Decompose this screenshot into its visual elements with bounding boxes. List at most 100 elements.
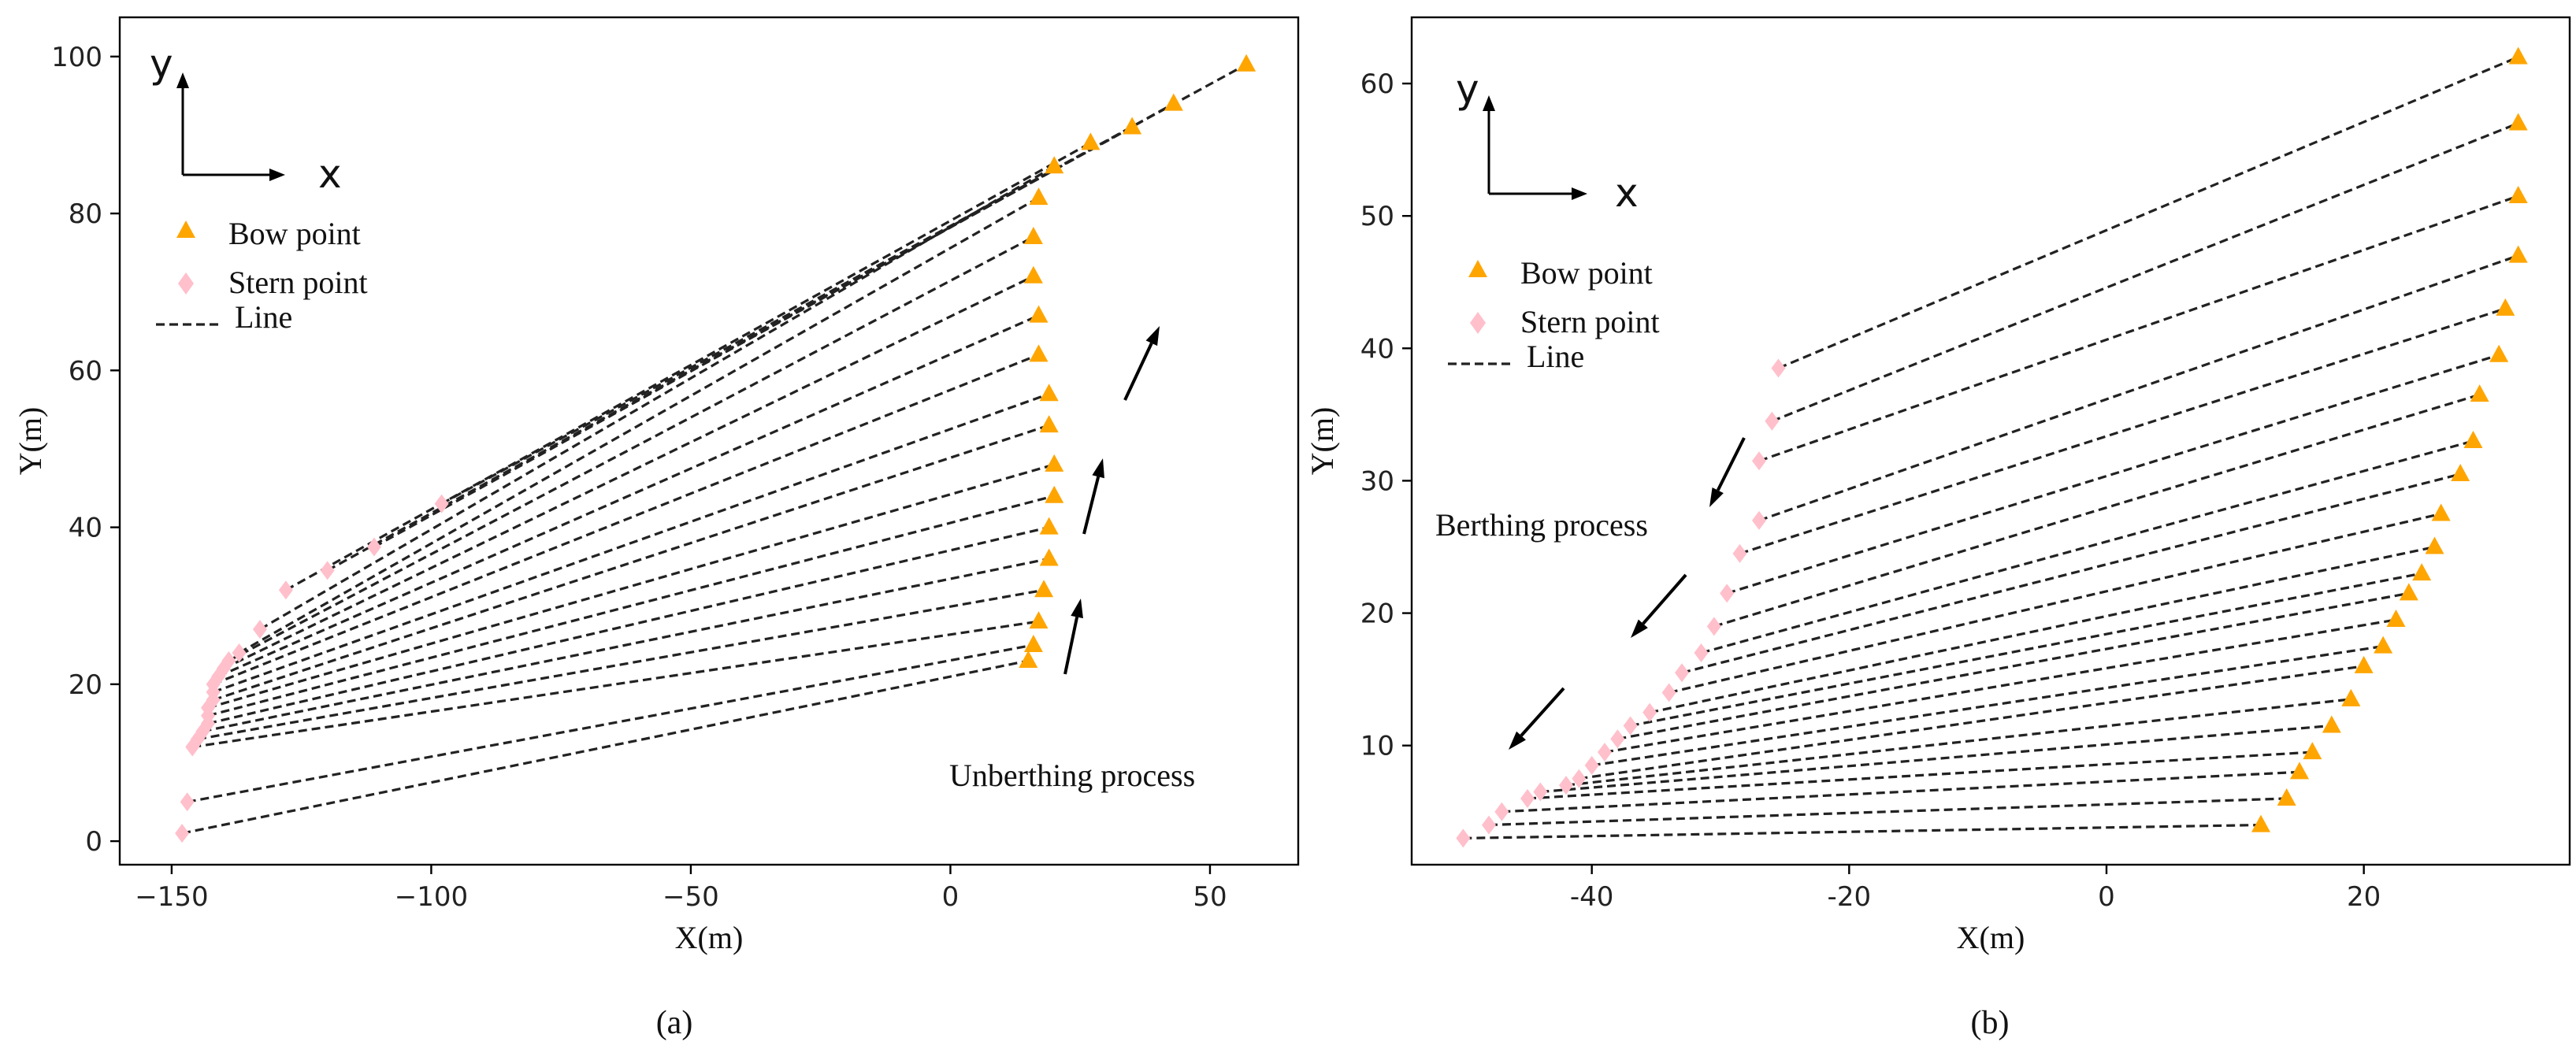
process-arrow — [1082, 458, 1104, 535]
ship-line — [1604, 618, 2396, 754]
process-arrow-head — [1145, 326, 1160, 347]
coord-y-arrow — [1483, 95, 1495, 194]
stern-point — [1675, 663, 1689, 683]
ship-line — [223, 275, 1034, 670]
stern-points — [1456, 358, 1786, 848]
bow-point — [1029, 305, 1049, 323]
coord-x-label: x — [1615, 170, 1639, 216]
ship-line — [1758, 254, 2519, 522]
coord-x-arrow-head — [1572, 187, 1587, 200]
ship-line — [1739, 307, 2506, 555]
y-axis-ticks: 10 20 30 40 50 60 — [1360, 69, 1412, 762]
process-arrow-head — [1071, 599, 1083, 619]
process-arrows — [1063, 326, 1160, 675]
legend-line-label: Line — [1527, 339, 1584, 374]
stern-point — [1482, 815, 1496, 835]
process-annotation: Unberthing process — [949, 758, 1195, 793]
process-arrow — [1063, 599, 1083, 675]
stern-point — [1623, 716, 1638, 736]
bow-point — [1045, 485, 1064, 503]
process-arrow — [1509, 687, 1565, 750]
ship-line — [285, 142, 1092, 591]
bow-point — [1123, 117, 1142, 135]
coord-x-label: x — [318, 151, 342, 197]
coordinate-indicator: xy — [1456, 66, 1639, 216]
ship-line — [440, 63, 1247, 506]
stern-point — [180, 792, 195, 812]
ship-lines — [181, 63, 1247, 835]
stern-point — [1706, 617, 1721, 636]
bow-point — [2470, 384, 2489, 402]
ship-line — [187, 643, 1034, 803]
bow-point — [2374, 636, 2393, 654]
bow-point — [2425, 536, 2444, 554]
process-arrow — [1709, 437, 1746, 507]
stern-point — [1584, 755, 1599, 775]
bow-point — [2386, 609, 2406, 627]
ship-line — [1617, 591, 2410, 740]
ship-line — [1771, 122, 2519, 423]
stern-point — [1598, 743, 1612, 762]
legend-bow-marker — [176, 221, 195, 238]
panel-a: −150 −100 −50 0 50020406080100X(m)Y(m)xyBow … — [13, 16, 1300, 1041]
y-axis-ticks: 0 20 40 60 80 100 — [51, 42, 120, 858]
process-arrow-head — [1709, 487, 1724, 507]
y-tick-label: 20 — [1360, 599, 1394, 630]
ship-line — [1540, 724, 2332, 794]
process-arrow-head — [1509, 731, 1526, 750]
ship-line — [1713, 393, 2481, 628]
bow-point — [2290, 762, 2309, 780]
coord-y-label: y — [1456, 66, 1479, 112]
panel-caption: (b) — [1971, 1005, 2010, 1041]
bow-point — [1029, 611, 1049, 629]
stern-point — [1752, 451, 1766, 471]
bow-point — [2489, 344, 2509, 362]
stern-point — [1752, 510, 1766, 530]
bow-point — [1039, 517, 1059, 535]
bow-point — [2463, 431, 2483, 448]
ship-line — [217, 314, 1040, 678]
stern-point — [175, 824, 190, 843]
stern-point — [1610, 729, 1625, 749]
legend-line-label: Line — [235, 299, 292, 335]
stern-point — [320, 561, 335, 580]
bow-point — [1045, 454, 1064, 472]
x-tick-label: 20 — [2347, 881, 2381, 913]
bow-point — [2508, 245, 2528, 263]
bow-point — [1019, 650, 1038, 668]
y-tick-label: 100 — [51, 42, 102, 73]
plot-frame — [1410, 16, 2571, 866]
bow-point — [1237, 54, 1256, 72]
bow-points — [2251, 46, 2528, 832]
bow-point — [2303, 742, 2322, 760]
bow-point — [2508, 46, 2528, 65]
y-tick-label: 60 — [69, 355, 102, 387]
stern-point — [1520, 788, 1535, 808]
process-arrow — [1631, 573, 1687, 638]
bow-point — [2354, 655, 2374, 673]
bow-point — [2399, 583, 2418, 601]
bow-point — [2431, 503, 2451, 521]
stern-point — [1765, 411, 1780, 431]
legend-bow-marker — [1468, 260, 1487, 277]
x-tick-label: −50 — [663, 881, 719, 913]
stern-point — [1572, 769, 1587, 788]
stern-point — [278, 580, 293, 600]
stern-points — [175, 494, 449, 843]
ship-line — [207, 495, 1055, 717]
ship-line — [202, 557, 1049, 733]
x-axis-label: X(m) — [1957, 920, 2025, 955]
process-arrow — [1123, 326, 1160, 401]
ship-line — [1758, 195, 2519, 462]
coord-y-label: y — [150, 41, 173, 87]
bow-point — [2412, 563, 2432, 581]
coord-y-arrow-head — [1483, 95, 1495, 111]
bow-point — [2496, 298, 2515, 316]
stern-point — [1642, 702, 1657, 722]
bow-point — [2341, 688, 2361, 706]
bow-point — [1029, 187, 1049, 206]
stern-point — [232, 643, 247, 662]
coord-x-arrow — [1489, 187, 1587, 200]
stern-point — [434, 494, 449, 513]
